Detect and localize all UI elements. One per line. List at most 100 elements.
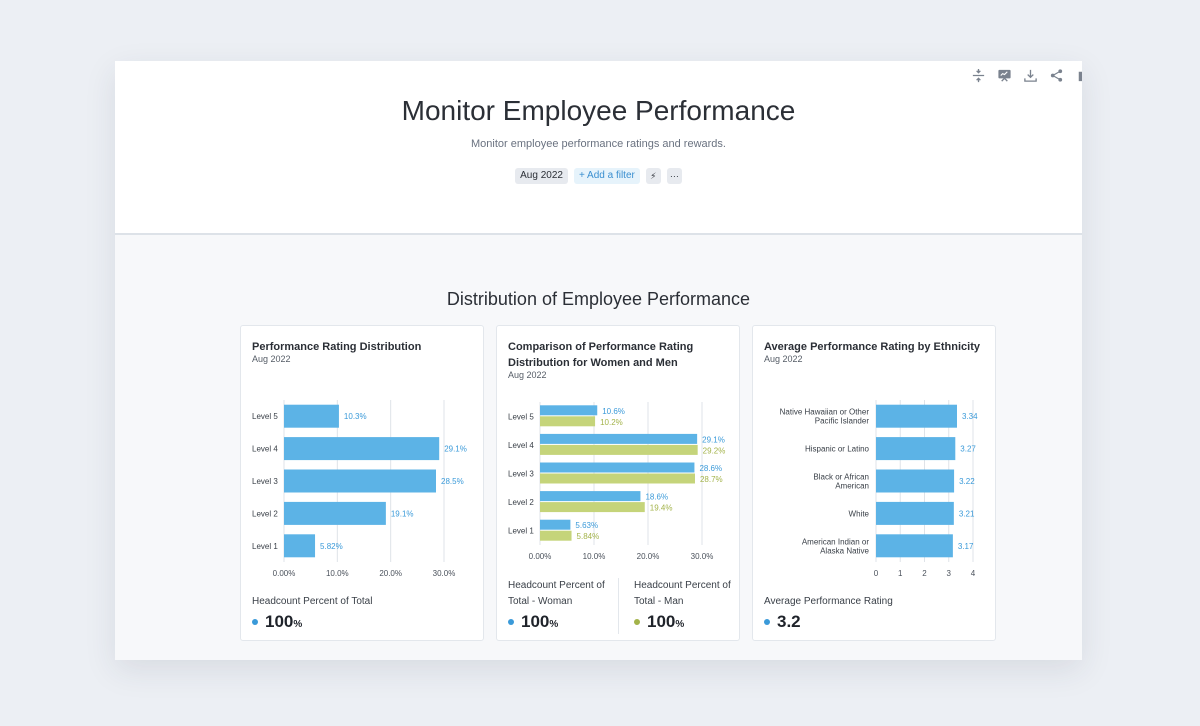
metric-value-man: 100 % [634,612,684,632]
x-tick-label: 20.0% [637,552,660,561]
metric-value: 100 % [252,612,302,632]
metric-number: 100 [521,612,550,631]
card-title: Average Performance Rating by Ethnicity [764,341,980,353]
category-label: Hispanic or Latino [805,445,870,454]
share-icon[interactable] [1048,67,1064,83]
bar-data-label: 5.82% [320,542,343,551]
category-label: Native Hawaiian or Other [780,408,870,417]
toolbar [970,67,1082,83]
legend-dot-blue [508,619,514,625]
legend-dot-blue [764,619,770,625]
x-tick-label: 1 [898,569,903,578]
gender-comparison-card[interactable]: Comparison of Performance Rating Distrib… [496,325,740,641]
presentation-icon[interactable] [996,67,1012,83]
x-tick-label: 10.0% [583,552,606,561]
bar-data-label: 19.1% [391,509,414,518]
metric-label: Headcount Percent of Total [252,596,373,607]
bar-data-label: 10.3% [344,412,367,421]
bar [284,437,440,461]
metric-value-woman: 100 % [508,612,558,632]
download-icon[interactable] [1022,67,1038,83]
category-label: Level 1 [508,527,534,536]
category-label: Level 4 [252,445,278,454]
bar-data-label: 28.7% [700,475,723,484]
category-label: Level 5 [508,412,534,421]
bar [540,530,572,541]
collapse-icon[interactable] [970,67,986,83]
bar [540,491,641,502]
bar-data-label: 29.1% [702,435,725,444]
bar-data-label: 10.2% [600,418,623,427]
bar [876,501,954,525]
metric-number: 100 [647,612,676,631]
x-tick-label: 30.0% [691,552,714,561]
bar-data-label: 3.21 [959,509,975,518]
bar [540,519,571,530]
category-label: Alaska Native [820,546,869,555]
more-options-button[interactable]: ··· [666,168,682,184]
legend-dot-green [634,619,640,625]
metric-number: 100 [265,612,294,631]
metric-number: 3.2 [777,612,801,631]
x-tick-label: 20.0% [379,569,402,578]
card-subtitle: Aug 2022 [764,354,803,364]
page-title: Monitor Employee Performance [401,95,796,126]
bar [876,404,957,428]
category-label: Level 1 [252,542,278,551]
bar [876,437,956,461]
bar [876,534,953,558]
x-tick-label: 2 [922,569,927,578]
bar [284,501,386,525]
bar [284,534,316,558]
bar-data-label: 5.63% [575,521,598,530]
bar-data-label: 5.84% [577,532,600,541]
bar-data-label: 10.6% [602,407,625,416]
category-label: Black or African [813,473,869,482]
bar-data-label: 19.4% [650,504,673,513]
performance-rating-card[interactable]: Performance Rating Distribution Aug 2022… [240,325,484,641]
metric-unit: % [549,619,559,630]
ethnicity-rating-card[interactable]: Average Performance Rating by Ethnicity … [752,325,996,641]
metric-value: 3.2 [764,612,801,632]
x-tick-label: 0.00% [273,569,296,578]
bar-data-label: 18.6% [645,493,668,502]
bar [540,462,695,473]
category-label: American [835,482,869,491]
x-tick-label: 10.0% [326,569,349,578]
category-label: Level 2 [252,509,278,518]
bar [876,469,955,493]
category-label: Level 2 [508,498,534,507]
bar-data-label: 28.5% [441,477,464,486]
x-tick-label: 0.00% [529,552,552,561]
card-title: Performance Rating Distribution [252,341,422,353]
performance-rating-chart: 0.00% 10.0% 20.0% 30.0% Level 5 10.3% Level 4 2… [252,400,467,578]
metric-divider [618,578,619,634]
bar [540,405,598,416]
card-subtitle: Aug 2022 [508,370,547,380]
bar-data-label: 29.1% [444,445,467,454]
copy-icon[interactable] [1074,67,1082,83]
bar [540,473,695,484]
metric-label-woman: Headcount Percent of Total - Woman [508,580,605,607]
card-title: Comparison of Performance Rating Distrib… [508,341,694,369]
category-label: American Indian or [802,537,869,546]
bar [284,469,436,493]
bar [540,433,698,444]
x-tick-label: 30.0% [433,569,456,578]
lightning-icon[interactable]: ⚡ [645,168,661,184]
bar-data-label: 28.6% [699,464,722,473]
metric-unit: % [293,619,303,630]
section-title: Distribution of Employee Performance [446,289,751,309]
add-filter-button[interactable]: + Add a filter [573,168,640,184]
dashboard-header: Monitor Employee Performance Monitor emp… [115,61,1082,235]
category-label: Level 3 [508,470,534,479]
date-filter-chip[interactable]: Aug 2022 [515,168,568,184]
metric-label: Average Performance Rating [764,596,893,607]
bar [540,502,645,513]
dashboard-canvas: Monitor Employee Performance Monitor emp… [115,61,1082,660]
bar [540,416,596,427]
category-label: Pacific Islander [815,417,870,426]
bar-data-label: 29.2% [703,446,726,455]
bar-data-label: 3.27 [960,445,976,454]
